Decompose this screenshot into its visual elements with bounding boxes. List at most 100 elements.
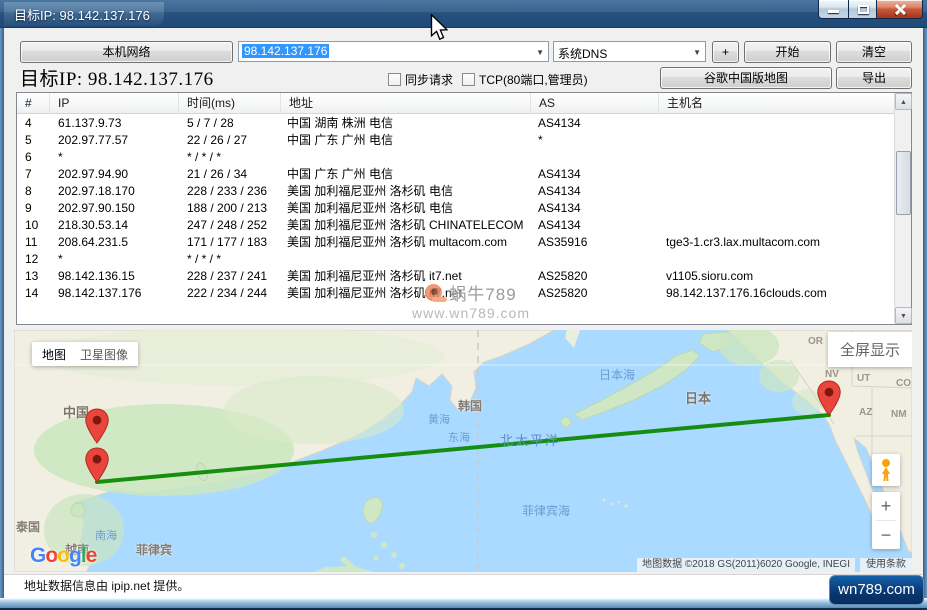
cell-ip: 218.30.53.14 [58,218,129,232]
maximize-button[interactable] [848,0,877,19]
zoom-divider [876,520,896,521]
header-addr[interactable]: 地址 [281,93,531,114]
zoom-out-button[interactable]: − [880,525,892,545]
close-icon [893,4,907,15]
cell-as: AS4134 [538,167,581,181]
table-body: 4 61.137.9.73 5 / 7 / 28 中国 湖南 株洲 电信 AS4134 5… [17,115,894,324]
fullscreen-button[interactable]: 全屏显示 [827,332,912,367]
table-row[interactable]: 5 202.97.77.57 22 / 26 / 27 中国 广东 广州 电信 * [17,132,894,149]
target-ip-value[interactable]: 98.142.137.176 [242,44,330,58]
header-hop[interactable]: # [17,93,50,114]
cell-as: AS25820 [538,269,588,283]
cell-time: 5 / 7 / 28 [187,116,234,130]
scrollbar-thumb[interactable] [896,151,911,215]
add-button[interactable]: + [712,41,739,63]
table-row[interactable]: 12 * * / * / * [17,251,894,268]
pegman-icon [882,459,890,481]
minimize-button[interactable] [818,0,849,19]
map-type-map-button[interactable]: 地图 [42,347,67,362]
cell-hop: 12 [25,252,39,266]
close-button[interactable] [876,0,923,19]
cell-addr: 中国 湖南 株洲 电信 [287,116,394,130]
table-row[interactable]: 14 98.142.137.176 222 / 234 / 244 美国 加利福尼亚州… [17,285,894,302]
google-logo[interactable]: Google [30,544,97,568]
google-china-map-button[interactable]: 谷歌中国版地图 [660,67,832,89]
title-bar[interactable]: 目标IP: 98.142.137.176 [0,0,927,28]
local-network-button[interactable]: 本机网络 [20,41,233,63]
trace-results-table: # IP 时间(ms) 地址 AS 主机名 4 61.137.9.73 5 / 7 … [16,92,912,325]
header-host[interactable]: 主机名 [659,93,895,114]
title-chip: 目标IP: 98.142.137.176 [4,2,164,26]
map-type-satellite-button[interactable]: 卫星图像 [80,347,129,362]
sync-request-checkbox[interactable]: 同步请求 [388,71,453,88]
cell-hop: 6 [25,150,32,164]
map-land-art [14,330,912,572]
map-canvas[interactable]: 中国 韩国 日本 日本海 黄海 东海 北太平洋 菲律宾海 南海 泰国 越南 菲律宾 OR NV UT CO AZ… [14,330,912,572]
cell-hop: 8 [25,184,32,198]
start-button[interactable]: 开始 [744,41,831,63]
header-time[interactable]: 时间(ms) [179,93,281,114]
header-ip[interactable]: IP [50,93,179,114]
cell-time: 228 / 237 / 241 [187,269,268,283]
cell-ip: 98.142.136.15 [58,269,135,283]
header-as[interactable]: AS [531,93,659,114]
cell-host: v1105.sioru.com [666,269,754,283]
site-badge[interactable]: wn789.com [829,575,924,605]
checkbox-icon[interactable] [462,73,475,86]
zoom-in-button[interactable]: + [880,496,892,516]
cell-ip: 202.97.94.90 [58,167,129,181]
table-row[interactable]: 7 202.97.94.90 21 / 26 / 34 中国 广东 广州 电信 AS41… [17,166,894,183]
cell-as: AS35916 [538,235,588,249]
cell-time: * / * / * [187,150,222,164]
tcp-checkbox[interactable]: TCP(80端口,管理员) [462,71,588,88]
table-row[interactable]: 6 * * / * / * [17,149,894,166]
sync-request-label: 同步请求 [405,73,454,87]
cell-ip: 208.64.231.5 [58,235,129,249]
google-logo-letter: o [57,544,70,567]
cell-host: tge3-1.cr3.lax.multacom.com [666,235,821,249]
table-header-row: # IP 时间(ms) 地址 AS 主机名 [17,93,911,114]
scroll-down-icon[interactable]: ▼ [895,307,912,324]
terms-link[interactable]: 使用条款 [860,558,912,572]
cell-ip: 202.97.90.150 [58,201,135,215]
cell-hop: 5 [25,133,32,147]
cell-hop: 4 [25,116,32,130]
cell-time: 228 / 233 / 236 [187,184,268,198]
export-button[interactable]: 导出 [836,67,912,89]
cell-hop: 9 [25,201,32,215]
table-row[interactable]: 11 208.64.231.5 171 / 177 / 183 美国 加利福尼亚州 洛… [17,234,894,251]
cell-addr: 美国 加利福尼亚州 洛杉矶 it7.net [287,286,462,300]
cell-ip: * [58,150,63,164]
cell-addr: 美国 加利福尼亚州 洛杉矶 multacom.com [287,235,508,249]
cell-time: 22 / 26 / 27 [187,133,248,147]
table-row[interactable]: 9 202.97.90.150 188 / 200 / 213 美国 加利福尼亚州 洛… [17,200,894,217]
target-ip-combobox[interactable]: 98.142.137.176 ▼ [238,41,549,62]
scroll-up-icon[interactable]: ▲ [895,93,912,110]
google-logo-letter: G [30,544,46,567]
chevron-down-icon[interactable]: ▼ [693,48,701,57]
table-row[interactable]: 4 61.137.9.73 5 / 7 / 28 中国 湖南 株洲 电信 AS4134 [17,115,894,132]
cell-time: * / * / * [187,252,222,266]
cell-time: 171 / 177 / 183 [187,235,268,249]
cell-as: AS4134 [538,218,581,232]
pegman-button[interactable] [872,454,900,486]
checkbox-icon[interactable] [388,73,401,86]
cell-addr: 美国 加利福尼亚州 洛杉矶 it7.net [287,269,462,283]
table-row[interactable]: 8 202.97.18.170 228 / 233 / 236 美国 加利福尼亚州 洛… [17,183,894,200]
dns-select-value: 系统DNS [558,47,608,61]
cell-time: 247 / 248 / 252 [187,218,268,232]
table-row[interactable]: 13 98.142.136.15 228 / 237 / 241 美国 加利福尼亚州 … [17,268,894,285]
chevron-down-icon[interactable]: ▼ [536,48,544,57]
cell-addr: 中国 广东 广州 电信 [287,133,394,147]
maximize-icon [858,5,869,14]
cell-as: AS25820 [538,286,588,300]
status-bar: 地址数据信息由 ipip.net 提供。 [4,574,923,598]
route-line [95,413,831,484]
dns-select[interactable]: 系统DNS ▼ [553,41,706,62]
cell-addr: 中国 广东 广州 电信 [287,167,394,181]
cell-ip: 202.97.77.57 [58,133,129,147]
clear-button[interactable]: 清空 [836,41,912,63]
vertical-scrollbar[interactable]: ▲ ▼ [894,93,912,324]
table-row[interactable]: 10 218.30.53.14 247 / 248 / 252 美国 加利福尼亚州 洛… [17,217,894,234]
